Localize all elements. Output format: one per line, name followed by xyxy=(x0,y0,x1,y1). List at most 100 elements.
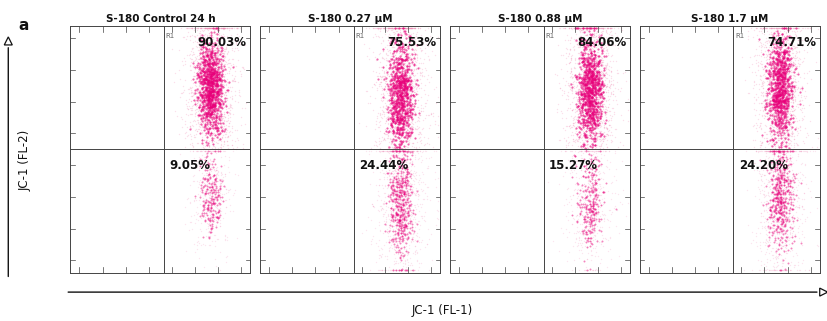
Point xyxy=(216,133,229,138)
Point xyxy=(781,65,794,70)
Point xyxy=(385,190,399,195)
Point xyxy=(195,45,208,50)
Point xyxy=(577,113,590,118)
Point xyxy=(772,173,786,178)
Point xyxy=(213,186,227,191)
Point xyxy=(583,134,596,139)
Point xyxy=(380,115,394,120)
Point xyxy=(777,205,790,210)
Point xyxy=(207,200,220,205)
Point xyxy=(784,26,797,31)
Point xyxy=(590,224,603,229)
Point xyxy=(577,183,590,188)
Point xyxy=(767,71,781,76)
Point xyxy=(565,125,578,130)
Point xyxy=(390,86,403,91)
Point xyxy=(387,109,400,114)
Point xyxy=(203,148,217,153)
Point xyxy=(780,35,793,40)
Point xyxy=(378,31,391,37)
Point xyxy=(584,135,597,140)
Point xyxy=(415,70,428,75)
Point xyxy=(212,101,225,106)
Point xyxy=(586,71,600,76)
Point xyxy=(409,52,422,57)
Point xyxy=(580,104,593,109)
Point xyxy=(390,114,404,119)
Point xyxy=(395,114,409,119)
Point xyxy=(402,60,415,65)
Point xyxy=(385,26,398,31)
Point xyxy=(208,78,222,83)
Point xyxy=(767,268,781,273)
Point xyxy=(366,84,379,90)
Point xyxy=(588,195,601,200)
Point xyxy=(421,43,434,48)
Point xyxy=(581,235,595,240)
Point xyxy=(399,99,413,104)
Point xyxy=(589,60,602,65)
Point xyxy=(608,148,621,153)
Point xyxy=(768,195,782,201)
Point xyxy=(799,71,812,76)
Point xyxy=(208,208,221,213)
Point xyxy=(387,175,400,180)
Point xyxy=(756,26,769,31)
Point xyxy=(809,145,822,150)
Point xyxy=(772,69,785,74)
Point xyxy=(208,62,222,67)
Point xyxy=(390,101,403,107)
Point xyxy=(756,80,769,85)
Point xyxy=(590,218,604,223)
Point xyxy=(595,145,609,151)
Point xyxy=(762,150,775,155)
Point xyxy=(372,194,385,199)
Point xyxy=(238,122,251,127)
Point xyxy=(194,146,207,152)
Point xyxy=(762,71,776,76)
Point xyxy=(562,200,575,205)
Point xyxy=(581,221,594,226)
Point xyxy=(786,141,800,146)
Point xyxy=(196,174,209,179)
Point xyxy=(771,72,784,77)
Point xyxy=(777,69,791,74)
Point xyxy=(213,83,226,89)
Point xyxy=(769,94,782,99)
Point xyxy=(389,84,402,89)
Point xyxy=(198,118,211,123)
Point xyxy=(581,26,594,31)
Point xyxy=(762,62,775,67)
Point xyxy=(573,212,586,217)
Point xyxy=(772,268,786,273)
Point xyxy=(589,91,602,97)
Point xyxy=(764,26,777,31)
Point xyxy=(777,228,790,233)
Point xyxy=(589,39,602,45)
Point xyxy=(776,149,789,154)
Point xyxy=(777,52,791,57)
Point xyxy=(769,216,782,221)
Point xyxy=(195,86,208,91)
Point xyxy=(385,228,398,233)
Point xyxy=(596,98,609,103)
Point xyxy=(390,100,404,105)
Point xyxy=(588,233,601,238)
Point xyxy=(581,51,594,56)
Point xyxy=(398,130,411,135)
Point xyxy=(781,26,794,31)
Point xyxy=(388,26,401,31)
Point xyxy=(213,51,226,56)
Point xyxy=(597,89,610,94)
Point xyxy=(764,94,777,99)
Point xyxy=(786,197,800,202)
Point xyxy=(589,191,602,196)
Point xyxy=(571,194,584,199)
Point xyxy=(198,62,211,67)
Point xyxy=(399,48,413,53)
Point xyxy=(576,219,590,224)
Point xyxy=(394,99,407,104)
Point xyxy=(391,143,404,148)
Point xyxy=(588,177,601,182)
Point xyxy=(208,94,222,99)
